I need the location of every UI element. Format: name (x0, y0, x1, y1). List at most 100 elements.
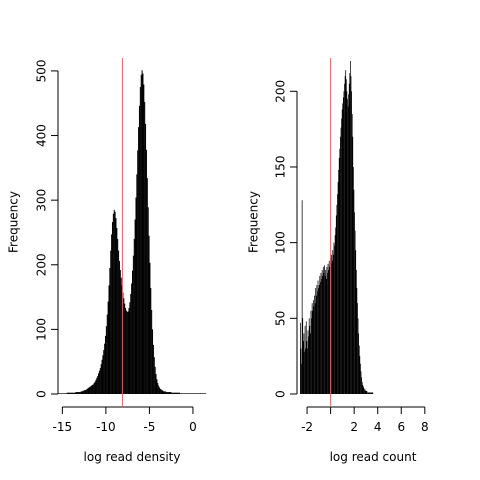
histogram-bar (362, 384, 364, 394)
histogram-bar (78, 392, 80, 394)
histogram-bar (64, 393, 66, 394)
histogram-bar (143, 84, 145, 395)
histogram-bar (304, 325, 306, 394)
histogram-bar (352, 136, 354, 394)
histogram-bar (176, 392, 178, 394)
histogram-bar (73, 392, 75, 394)
histogram-bar (116, 227, 118, 394)
y-axis-title: Frequency (7, 191, 21, 253)
histogram-bar (338, 170, 340, 394)
histogram-bar (186, 393, 188, 394)
histogram-bar (67, 392, 69, 394)
histogram-bar (95, 379, 97, 394)
histogram-bars (300, 61, 374, 395)
histogram-bar (173, 392, 175, 394)
histogram-bar (162, 390, 164, 394)
histogram-bar (314, 303, 316, 394)
histogram-bar (158, 387, 161, 394)
histogram-bar (183, 393, 185, 394)
histogram-bar (113, 209, 115, 394)
histogram-bar (306, 341, 308, 394)
histogram-bar (139, 87, 141, 394)
histogram-bars (58, 70, 207, 395)
histogram-bar (301, 363, 302, 394)
histogram-bar (199, 393, 201, 394)
histogram-bar (91, 384, 93, 394)
histogram-bar (338, 157, 340, 394)
histogram-bar (370, 392, 372, 394)
histogram-bar (105, 335, 107, 394)
histogram-bar (304, 351, 305, 394)
histogram-bar (76, 392, 78, 394)
histogram-bar (128, 308, 130, 394)
histogram-bar (146, 178, 148, 394)
x-tick-label: 8 (421, 420, 429, 434)
x-axis-title: log read density (84, 450, 181, 464)
histogram-bar (357, 303, 358, 394)
histogram-bar (71, 392, 73, 394)
histogram-bar (334, 245, 335, 394)
histogram-bar (305, 321, 307, 394)
histogram-bar (168, 392, 170, 394)
histogram-bar (317, 280, 319, 394)
histogram-bar (315, 288, 317, 394)
histogram-bar (138, 105, 140, 394)
histogram-bar (178, 392, 180, 394)
histogram-bar (363, 387, 365, 394)
histogram-bar (77, 392, 79, 394)
histogram-bar (302, 341, 304, 394)
histogram-bar (358, 333, 360, 394)
histogram-bar (61, 393, 63, 394)
histogram-bar (167, 392, 169, 394)
histogram-bar (313, 306, 315, 394)
histogram-bar (58, 393, 60, 394)
histogram-bar (62, 393, 64, 394)
histogram-bar (109, 268, 111, 394)
histogram-bar (163, 391, 165, 394)
histogram-bar (323, 272, 325, 394)
histogram-bar (99, 368, 101, 394)
histogram-bar (145, 149, 147, 394)
histogram-bar (132, 255, 134, 394)
histogram-bar (79, 392, 81, 394)
histogram-bar (103, 350, 105, 394)
histogram-bar (336, 204, 338, 394)
histogram-bar (202, 393, 204, 394)
histogram-bar (65, 393, 67, 394)
histogram-bar (125, 308, 127, 394)
histogram-bar (198, 393, 200, 394)
histogram-bar (354, 212, 355, 394)
histogram-bar (315, 295, 317, 394)
histogram-bar (331, 254, 332, 394)
histogram-bar (98, 373, 100, 394)
histogram-bar (145, 123, 147, 394)
y-tick-label: 0 (274, 390, 288, 398)
histogram-bar (100, 364, 102, 394)
histogram-bar (365, 390, 367, 394)
x-tick-label: -5 (143, 420, 155, 434)
histogram-bar (93, 383, 95, 394)
histogram-bar (60, 393, 62, 394)
histogram-bar (337, 182, 339, 394)
histogram-bar (328, 269, 329, 394)
histogram-bar (347, 106, 349, 395)
histogram-bar (89, 386, 91, 394)
histogram-bar (70, 392, 72, 394)
histogram-bar (311, 318, 312, 394)
histogram-bar (129, 302, 131, 394)
histogram-bar (205, 393, 207, 394)
histogram-bar (192, 393, 194, 394)
x-tick-label: 2 (350, 420, 358, 434)
histogram-bar (356, 288, 358, 394)
histogram-bar (64, 393, 66, 394)
histogram-bar (359, 356, 361, 394)
x-tick-label: -10 (96, 420, 116, 434)
histogram-bar (319, 275, 321, 394)
histogram-bar (169, 392, 171, 394)
histogram-bar (172, 392, 174, 394)
histogram-bar (69, 392, 71, 394)
histogram-bar (322, 275, 324, 394)
x-axis: -15 -10 -5 0 (53, 406, 197, 434)
histogram-bar (191, 393, 193, 394)
histogram-bar (312, 300, 314, 394)
